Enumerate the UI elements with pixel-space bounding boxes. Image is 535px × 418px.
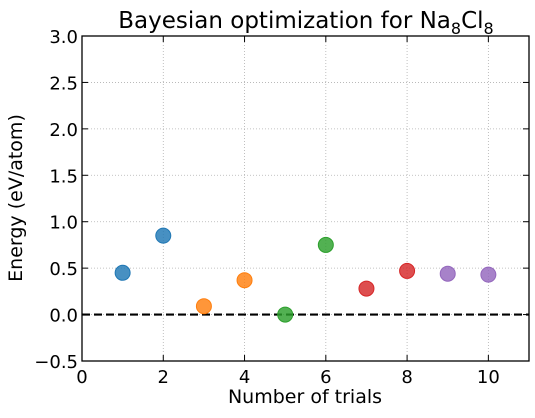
y-tick-label-3: 1.0 [49,213,78,234]
x-tick-label-0: 0 [76,367,87,388]
title-subscript-2: 8 [484,19,494,38]
title-middle: Cl [461,8,483,34]
ticks: 0 2 4 6 8 10 −0.5 0.0 0.5 1.0 1.5 2.0 2.5 3.0 [34,27,529,388]
title-prefix: Bayesian optimization for Na [118,8,451,34]
x-tick-label-2: 4 [239,367,250,388]
chart-title: Bayesian optimization for Na8Cl8 [118,8,493,38]
title-subscript-1: 8 [451,19,461,38]
data-point-7 [358,280,375,297]
data-point-10 [480,266,497,283]
data-point-1 [114,264,131,281]
x-tick-label-5: 10 [477,367,500,388]
data-point-4 [236,272,253,289]
x-tick-label-3: 6 [320,367,331,388]
grid [81,35,529,362]
y-tick-label-2: 0.5 [49,259,78,280]
y-tick-label-1: 0.0 [49,306,78,327]
y-tick-label-7: 3.0 [49,27,78,48]
data-point-3 [195,298,212,315]
data-point-2 [155,227,172,244]
y-tick-label-4: 1.5 [49,166,78,187]
y-tick-label-5: 2.0 [49,120,78,141]
data-point-9 [439,265,456,282]
data-point-5 [277,306,294,323]
data-point-8 [399,262,416,279]
data-point-6 [317,236,334,253]
x-axis-label: Number of trials [228,386,382,408]
y-axis-label: Energy (eV/atom) [5,114,27,282]
plot-frame [81,35,530,362]
y-tick-label-6: 2.5 [49,73,78,94]
x-tick-label-4: 8 [401,367,412,388]
x-tick-label-1: 2 [158,367,169,388]
y-tick-label-0: −0.5 [34,352,78,373]
data-points [114,227,497,323]
